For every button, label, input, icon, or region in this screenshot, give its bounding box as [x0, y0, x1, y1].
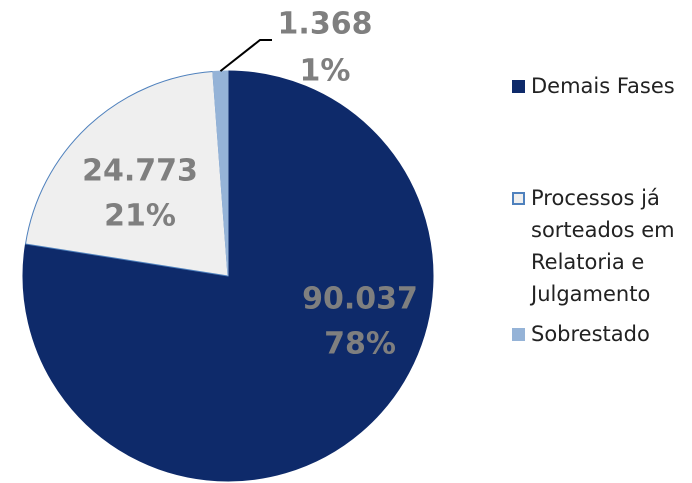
percent-label: 21% [104, 199, 176, 234]
percent-label: 1% [300, 54, 351, 89]
legend-item: Processos já sorteados em Relatoria e Ju… [512, 182, 687, 310]
pie-slice [24, 71, 229, 277]
legend-label: Demais Fases [531, 74, 675, 98]
legend-item: Sobrestado [512, 318, 687, 350]
value-label: 90.037 [302, 282, 418, 317]
legend-label: Sobrestado [531, 322, 650, 346]
legend-swatch [512, 192, 525, 205]
value-label: 1.368 [278, 7, 373, 42]
legend-item: Demais Fases [512, 70, 687, 102]
leader-line [219, 39, 272, 72]
legend-label: Processos já sorteados em Relatoria e Ju… [531, 186, 675, 306]
legend: Demais Fases Processos já sorteados em Re… [512, 70, 687, 350]
legend-swatch [512, 328, 525, 341]
legend-swatch [512, 80, 525, 93]
percent-label: 78% [324, 327, 396, 362]
value-label: 24.773 [82, 154, 198, 189]
